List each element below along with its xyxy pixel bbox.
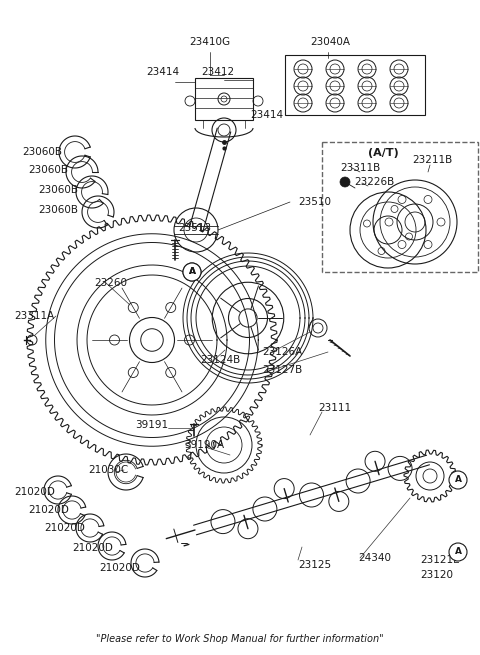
- Text: 21020D: 21020D: [44, 523, 85, 533]
- Text: 23060B: 23060B: [38, 205, 78, 215]
- Text: 23060B: 23060B: [28, 165, 68, 175]
- Text: 21020D: 21020D: [99, 563, 141, 573]
- Text: 23060B: 23060B: [38, 185, 78, 195]
- Circle shape: [449, 471, 467, 489]
- Text: 39190A: 39190A: [184, 440, 224, 450]
- Text: 23226B: 23226B: [354, 177, 394, 187]
- Bar: [195, 78, 253, 120]
- Text: A: A: [455, 476, 461, 485]
- Text: 23510: 23510: [298, 197, 331, 207]
- Text: 23125: 23125: [298, 560, 331, 570]
- Text: 23513: 23513: [178, 223, 211, 233]
- Text: 23121E: 23121E: [420, 555, 460, 565]
- Text: 21030C: 21030C: [88, 465, 128, 475]
- Circle shape: [340, 177, 350, 187]
- Text: (A/T): (A/T): [368, 148, 399, 158]
- Text: 23260: 23260: [94, 278, 127, 288]
- Text: 23111: 23111: [318, 403, 351, 413]
- Text: A: A: [455, 548, 461, 557]
- Text: 23040A: 23040A: [310, 37, 350, 47]
- Text: 23126A: 23126A: [262, 347, 302, 357]
- Text: A: A: [189, 267, 195, 276]
- Text: 21020D: 21020D: [72, 543, 113, 553]
- Text: 23410G: 23410G: [190, 37, 230, 47]
- Text: "Please refer to Work Shop Manual for further information": "Please refer to Work Shop Manual for fu…: [96, 634, 384, 644]
- Circle shape: [449, 543, 467, 561]
- Text: 21020D: 21020D: [14, 487, 55, 497]
- Text: 23127B: 23127B: [262, 365, 302, 375]
- Text: 23311A: 23311A: [14, 311, 54, 321]
- Text: A: A: [189, 267, 195, 276]
- Text: 23414: 23414: [146, 67, 180, 77]
- Text: 23120: 23120: [420, 570, 453, 580]
- Circle shape: [183, 263, 201, 281]
- Bar: [322, 142, 478, 272]
- Text: 23060B: 23060B: [22, 147, 62, 157]
- Text: 23311B: 23311B: [340, 163, 380, 173]
- Text: 23412: 23412: [202, 67, 235, 77]
- Text: 23124B: 23124B: [200, 355, 240, 365]
- Text: 39191: 39191: [135, 420, 168, 430]
- Text: 24340: 24340: [358, 553, 391, 563]
- Circle shape: [183, 263, 201, 281]
- Text: 21020D: 21020D: [28, 505, 69, 515]
- Text: 23211B: 23211B: [412, 155, 452, 165]
- Bar: [285, 55, 425, 115]
- Text: 23414: 23414: [250, 110, 283, 120]
